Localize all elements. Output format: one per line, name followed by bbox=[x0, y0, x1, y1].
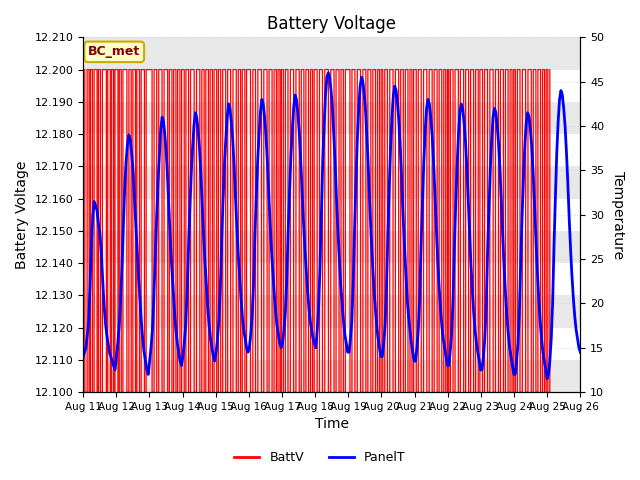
Bar bbox=[83, 167, 580, 199]
Text: BC_met: BC_met bbox=[88, 45, 140, 59]
Bar bbox=[83, 295, 580, 328]
Bar bbox=[83, 231, 580, 263]
Bar bbox=[83, 102, 580, 134]
Bar bbox=[83, 37, 580, 70]
Y-axis label: Temperature: Temperature bbox=[611, 171, 625, 259]
Title: Battery Voltage: Battery Voltage bbox=[268, 15, 396, 33]
Y-axis label: Battery Voltage: Battery Voltage bbox=[15, 160, 29, 269]
Legend: BattV, PanelT: BattV, PanelT bbox=[229, 446, 411, 469]
Bar bbox=[83, 360, 580, 392]
X-axis label: Time: Time bbox=[315, 418, 349, 432]
